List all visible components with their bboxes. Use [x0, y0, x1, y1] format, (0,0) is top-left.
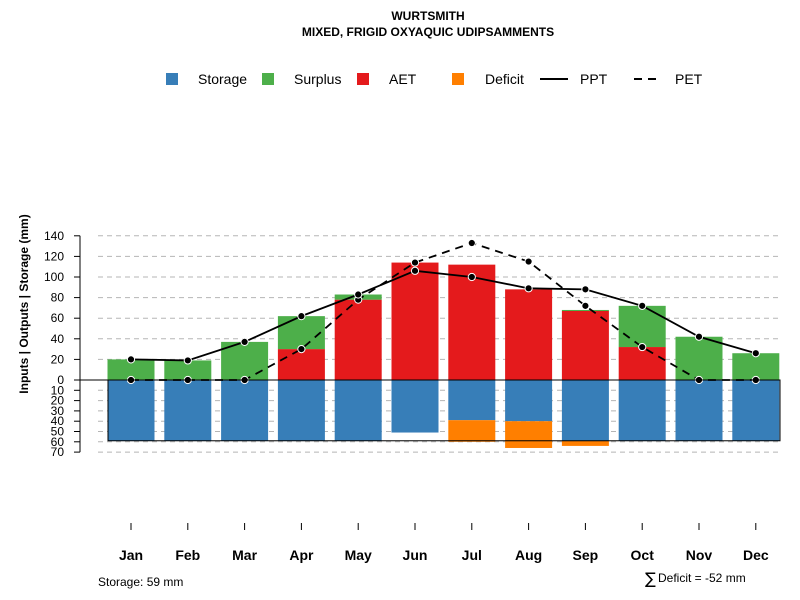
point-ppt-nov	[694, 332, 704, 341]
y-tick-label: 60	[51, 435, 65, 449]
y-tick-label: 70	[51, 445, 65, 459]
point-pet-sep	[581, 301, 590, 310]
point-pet-oct	[638, 342, 647, 352]
bar-aet-oct	[618, 347, 666, 380]
y-tick-label: 30	[51, 404, 65, 418]
y-axis-label: Inputs | Outputs | Storage (mm)	[17, 214, 31, 393]
x-tick-label-feb: Feb	[175, 547, 200, 563]
point-ppt-jan	[126, 355, 136, 364]
bar-surplus-nov	[675, 336, 723, 380]
bar-aet-sep	[561, 310, 609, 380]
point-ppt-jul	[467, 272, 476, 282]
x-axis: Jan Feb Mar Apr May Jun Jul Aug Sep Oct Nov Dec	[119, 523, 769, 563]
y-tick-label: 80	[51, 291, 65, 305]
x-tick-label-mar: Mar	[232, 547, 257, 563]
bar-storage-apr	[277, 380, 325, 441]
y-tick-label: 10	[51, 383, 65, 397]
bar-storage-dec	[732, 380, 780, 441]
point-ppt-aug	[524, 284, 533, 293]
bar-surplus-feb	[164, 360, 212, 380]
y-tick-label: 100	[44, 270, 64, 284]
legend-label-pet: PET	[675, 71, 703, 87]
bar-aet-jul	[448, 264, 496, 380]
legend-swatch-storage	[166, 73, 178, 85]
y-tick-label: 20	[51, 394, 65, 408]
point-ppt-feb	[183, 356, 192, 365]
point-ppt-mar	[240, 337, 249, 346]
bars	[107, 262, 780, 448]
storage-note: Storage: 59 mm	[98, 575, 183, 589]
bar-aet-may	[334, 299, 382, 380]
bar-surplus-apr	[277, 316, 325, 350]
bar-storage-sep	[561, 380, 609, 441]
bar-storage-feb	[164, 380, 212, 441]
bar-storage-mar	[221, 380, 269, 441]
x-tick-label-jun: Jun	[403, 547, 428, 563]
bar-deficit-aug	[505, 421, 553, 448]
legend-label-deficit: Deficit	[485, 71, 524, 87]
legend-label-storage: Storage	[198, 71, 247, 87]
y-tick-label: 40	[51, 332, 65, 346]
bar-storage-jun	[391, 380, 439, 433]
deficit-note: Deficit = -52 mm	[658, 571, 746, 585]
bar-surplus-jan	[107, 359, 155, 380]
x-tick-label-sep: Sep	[573, 547, 599, 563]
x-tick-label-may: May	[345, 547, 372, 563]
x-tick-label-oct: Oct	[631, 547, 655, 563]
y-tick-label: 140	[44, 229, 64, 243]
point-pet-jul	[467, 238, 476, 248]
bar-surplus-oct	[618, 305, 666, 348]
y-tick-label: 40	[51, 414, 65, 428]
y-tick-label: 20	[51, 352, 65, 366]
bar-storage-oct	[618, 380, 666, 441]
point-ppt-sep	[581, 285, 590, 294]
legend-label-ppt: PPT	[580, 71, 608, 87]
legend: Storage Surplus AET Deficit PPT PET	[166, 71, 703, 87]
point-ppt-may	[354, 290, 363, 299]
bar-aet-apr	[277, 349, 325, 380]
x-tick-label-jul: Jul	[462, 547, 482, 563]
chart-title: WURTSMITH	[391, 9, 464, 23]
bar-storage-nov	[675, 380, 723, 441]
sigma-symbol: ∑	[645, 569, 656, 588]
y-tick-label: 50	[51, 425, 65, 439]
bar-aet-aug	[505, 289, 553, 380]
bar-storage-may	[334, 380, 382, 441]
chart-subtitle: MIXED, FRIGID OXYAQUIC UDIPSAMMENTS	[302, 25, 554, 39]
line-ppt	[130, 269, 757, 362]
legend-swatch-aet	[357, 73, 369, 85]
x-tick-label-nov: Nov	[686, 547, 713, 563]
bar-surplus-sep	[561, 309, 609, 311]
bar-storage-jan	[107, 380, 155, 441]
point-ppt-oct	[638, 301, 647, 310]
point-pet-aug	[524, 257, 533, 266]
legend-swatch-deficit	[452, 73, 464, 85]
point-pet-jun	[410, 258, 420, 267]
legend-label-aet: AET	[389, 71, 417, 87]
x-tick-label-jan: Jan	[119, 547, 143, 563]
bar-storage-aug	[505, 380, 553, 422]
x-tick-label-apr: Apr	[289, 547, 314, 563]
y-tick-label: 120	[44, 249, 64, 263]
bar-deficit-jul	[448, 420, 496, 442]
bar-aet-jun	[391, 262, 439, 380]
bar-storage-jul	[448, 380, 496, 421]
legend-swatch-surplus	[262, 73, 274, 85]
y-tick-label: 0	[57, 373, 64, 387]
x-tick-label-aug: Aug	[515, 547, 542, 563]
y-tick-label: 60	[51, 311, 65, 325]
point-ppt-apr	[297, 312, 306, 321]
point-pet-apr	[297, 345, 306, 354]
bar-surplus-dec	[732, 353, 780, 380]
bar-deficit-sep	[561, 440, 609, 446]
point-ppt-jun	[410, 266, 420, 275]
x-tick-label-dec: Dec	[743, 547, 769, 563]
bar-surplus-mar	[221, 341, 269, 380]
point-ppt-dec	[751, 349, 760, 358]
legend-label-surplus: Surplus	[294, 71, 341, 87]
